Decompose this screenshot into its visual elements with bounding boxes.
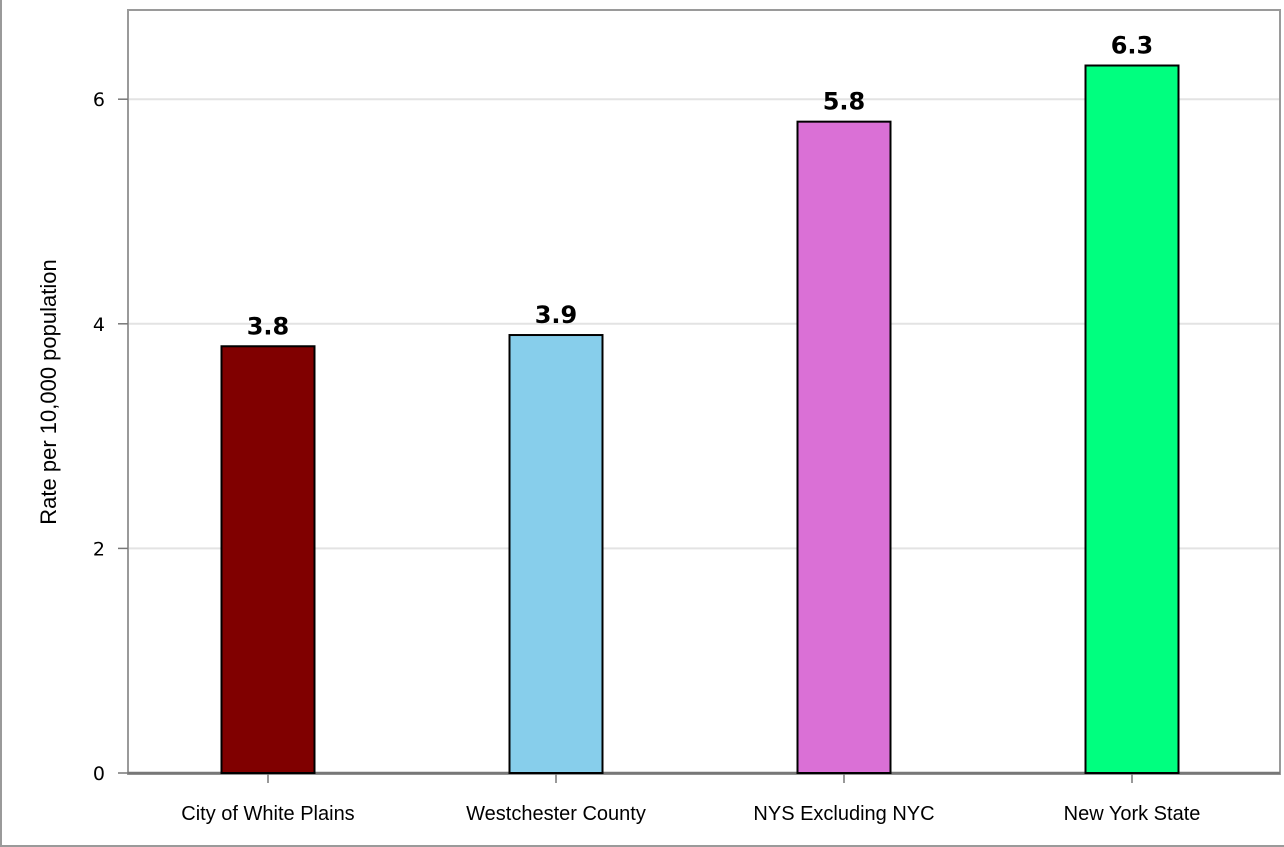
- y-tick-label: 0: [93, 763, 105, 785]
- data-label: 3.9: [535, 301, 578, 329]
- bar: [796, 120, 892, 775]
- y-tick-label: 2: [93, 538, 105, 560]
- bar: [1084, 64, 1180, 774]
- y-axis-title: Rate per 10,000 population: [36, 259, 61, 524]
- x-tick-label: Westchester County: [466, 803, 646, 825]
- data-label: 5.8: [823, 88, 866, 116]
- data-label: 3.8: [247, 312, 290, 340]
- x-tick-label: New York State: [1064, 803, 1201, 825]
- bar: [508, 334, 604, 774]
- bar: [220, 345, 316, 774]
- x-axis: City of White Plains Westchester County NY…: [128, 771, 1280, 825]
- x-tick-label: NYS Excluding NYC: [753, 803, 934, 825]
- data-labels: 3.8 3.9 5.8 6.3: [247, 32, 1154, 341]
- x-tick-label: City of White Plains: [181, 803, 354, 825]
- bars: [220, 64, 1180, 775]
- y-tick-label: 6: [93, 89, 105, 111]
- data-label: 6.3: [1111, 32, 1154, 60]
- y-axis: 0 2 4 6: [93, 89, 128, 785]
- y-tick-label: 4: [93, 314, 105, 336]
